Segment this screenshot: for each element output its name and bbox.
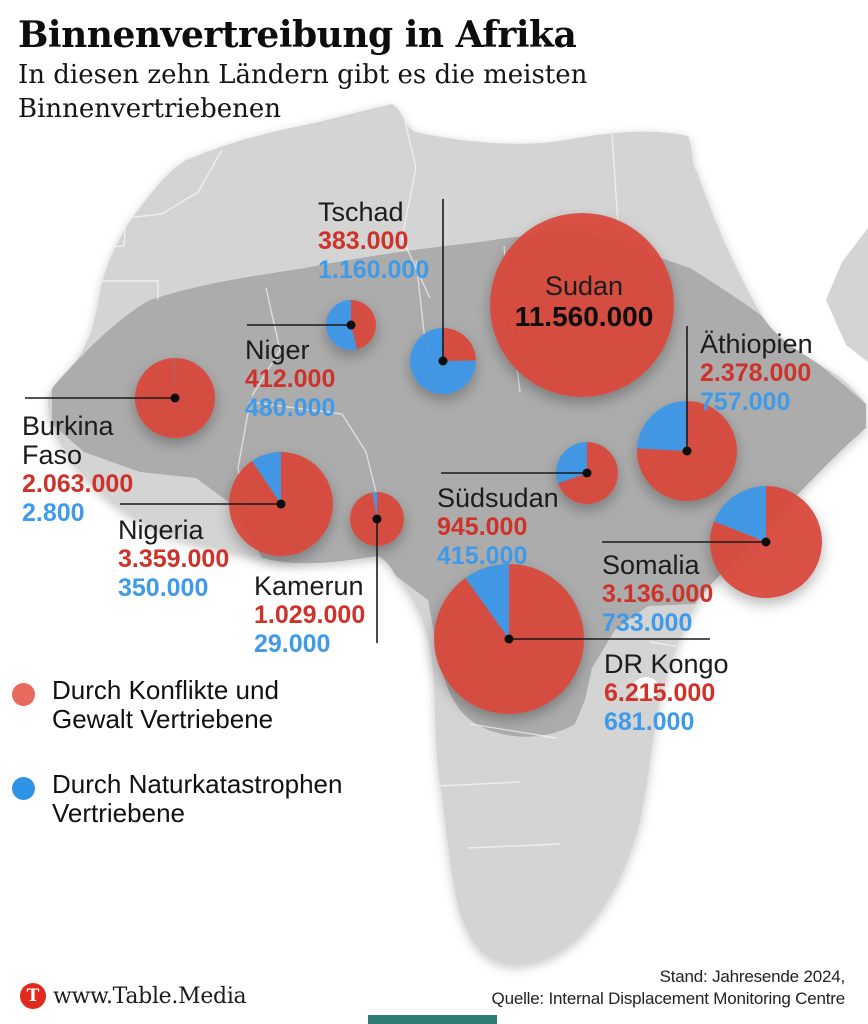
anchor-dot-burkina_faso xyxy=(170,393,180,403)
anchor-dots-layer xyxy=(170,320,771,644)
source-note-stand: Stand: Jahresende 2024, xyxy=(659,967,846,986)
anchor-dot-nigeria xyxy=(276,499,286,509)
connector-lines-layer xyxy=(25,199,766,643)
arabia-landmass xyxy=(826,228,868,362)
anchor-dot-dr_kongo xyxy=(504,634,514,644)
source-note-quelle: Quelle: Internal Displacement Monitoring… xyxy=(491,989,846,1008)
source-note: Stand: Jahresende 2024, Quelle: Internal… xyxy=(491,966,846,1010)
lake-victoria xyxy=(633,677,659,699)
page-title: Binnenvertreibung in Afrika xyxy=(18,14,577,56)
anchor-dot-suedsudan xyxy=(582,468,592,478)
page-subtitle: In diesen zehn Ländern gibt es die meist… xyxy=(18,60,588,124)
anchor-dot-aethiopien xyxy=(682,446,692,456)
anchor-dot-kamerun xyxy=(372,514,382,524)
conflict-color-dot-icon xyxy=(12,683,35,706)
legend-label-conflict: Durch Konflikte und Gewalt Vertriebene xyxy=(52,675,279,734)
highlight-region xyxy=(52,234,866,737)
anchor-dot-tschad xyxy=(438,356,448,366)
anchor-dot-niger xyxy=(346,320,356,330)
disaster-color-dot-icon xyxy=(12,777,35,800)
legend-item-disaster: Durch Naturkatastrophen Vertriebene xyxy=(12,770,342,828)
header: Binnenvertreibung in Afrika In diesen ze… xyxy=(18,14,848,126)
bottom-accent-bar xyxy=(368,1015,497,1024)
anchor-dot-somalia xyxy=(761,537,771,547)
legend-item-conflict: Durch Konflikte und Gewalt Vertriebene xyxy=(12,676,342,734)
legend: Durch Konflikte und Gewalt Vertriebene D… xyxy=(12,676,342,864)
site-url[interactable]: www.Table.Media xyxy=(53,983,247,1009)
legend-label-disaster: Durch Naturkatastrophen Vertriebene xyxy=(52,769,343,828)
pie-sudan xyxy=(490,213,674,397)
table-media-logo-icon: T xyxy=(20,983,46,1009)
footer-brand: T www.Table.Media xyxy=(20,983,247,1009)
